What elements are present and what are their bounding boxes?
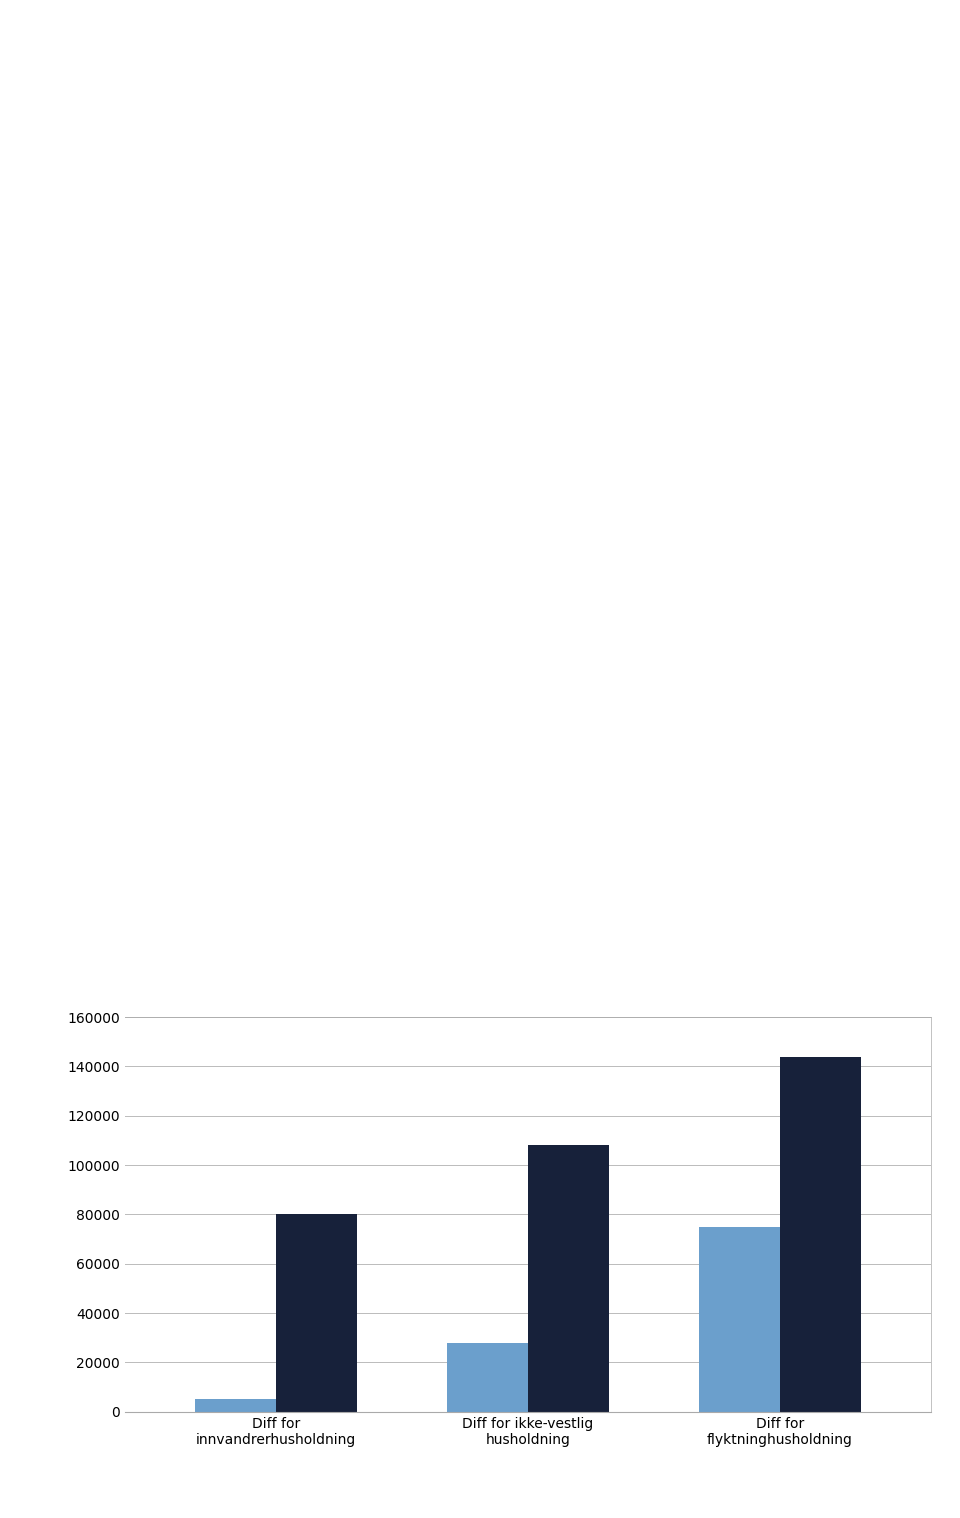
Bar [447, 1342, 528, 1412]
Bar [196, 1400, 276, 1412]
Bar [276, 1214, 357, 1412]
Bar [699, 1227, 780, 1412]
Bar [528, 1145, 609, 1412]
Bar [780, 1057, 860, 1412]
